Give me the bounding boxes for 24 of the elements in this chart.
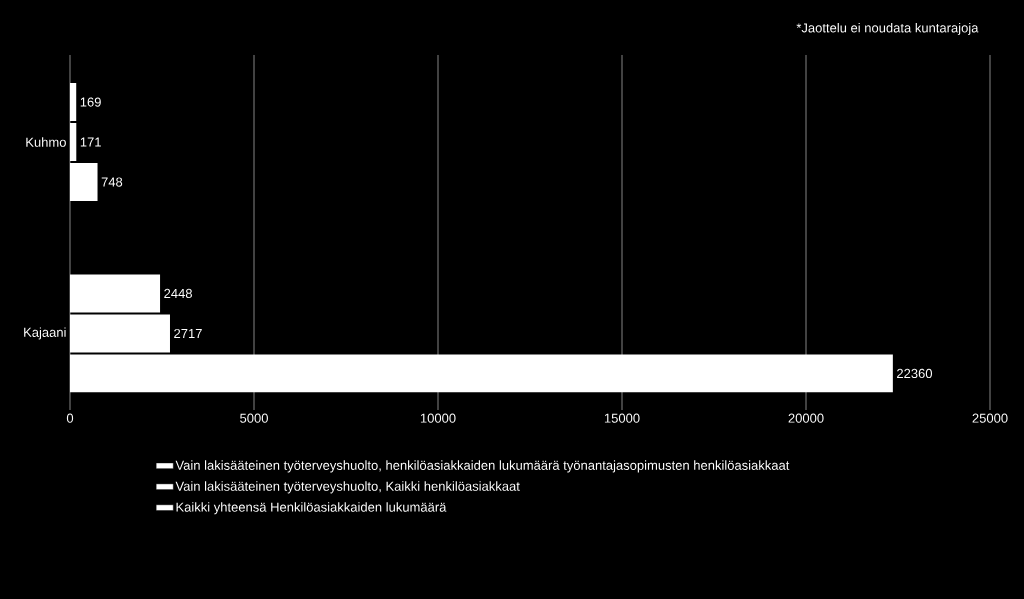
x-tick-label: 25000 [972, 413, 1008, 423]
legend-label: Vain lakisääteinen työterveyshuolto, henkilöasiakkaiden lukumäärä työnantajasopimusten henkilöasiakkaat [175, 460, 790, 473]
x-tick-label: 15000 [604, 413, 640, 423]
data-label: 171 [80, 137, 101, 147]
x-tick-label: 5000 [240, 413, 268, 423]
legend-label: Kaikki yhteensä Henkilöasiakkaiden lukumäärä [176, 502, 447, 515]
x-tick-label: 0 [66, 413, 74, 423]
y-tick-label: Kajaani [24, 327, 66, 340]
legend-label: Vain lakisääteinen työterveyshuolto, Kaikki henkilöasiakkaat [175, 481, 520, 494]
x-tick-label: 20000 [788, 413, 824, 423]
bar [70, 83, 77, 122]
bar [70, 274, 161, 313]
y-tick-label: Kuhmo [26, 137, 66, 147]
data-label: 748 [101, 177, 123, 187]
bar [70, 123, 77, 162]
bar [70, 314, 170, 353]
text: *Jaottelu ei noudata kuntarajoja [796, 22, 979, 36]
data-label: 169 [80, 97, 101, 107]
bar [70, 163, 98, 202]
bar [70, 354, 893, 393]
data-label: 2448 [164, 288, 192, 299]
x-tick-label: 10000 [420, 413, 456, 423]
data-label: 22360 [897, 368, 933, 379]
data-label: 2717 [174, 328, 202, 338]
